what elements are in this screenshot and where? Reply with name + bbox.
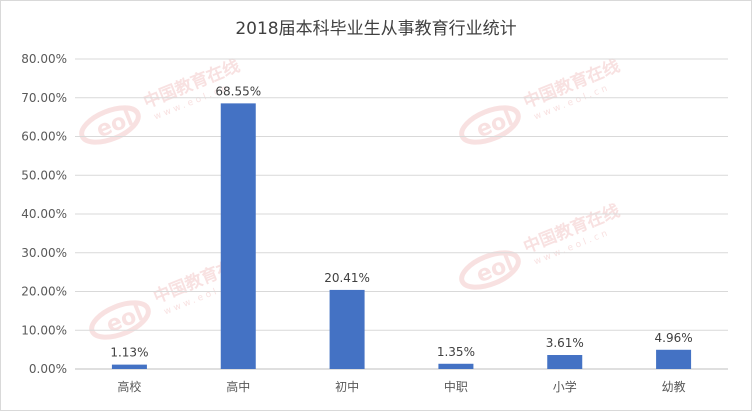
y-tick-label: 70.00% (21, 91, 67, 105)
x-category-label: 高校 (117, 379, 141, 394)
y-tick-label: 40.00% (21, 207, 67, 221)
y-tick-label: 30.00% (21, 246, 67, 260)
watermark-logo-ring (459, 250, 521, 290)
watermark-logo-ring (89, 300, 151, 340)
x-category-label: 初中 (335, 379, 359, 394)
data-label: 4.96% (655, 331, 693, 345)
y-tick-label: 80.00% (21, 52, 67, 66)
watermark-logo: eol (103, 301, 147, 338)
data-labels: 1.13% 68.55% 20.41% 1.35% 3.61% 4.96% (110, 84, 692, 359)
y-tick-label: 0.00% (29, 362, 67, 376)
x-category-label: 高中 (226, 379, 250, 394)
watermark-logo: eol (473, 106, 517, 143)
y-tick-label: 10.00% (21, 323, 67, 337)
data-label: 1.13% (110, 346, 148, 360)
data-label: 1.35% (437, 345, 475, 359)
watermark-logo: eol (93, 106, 137, 143)
bar (656, 349, 692, 369)
x-category-label: 中职 (444, 379, 468, 394)
chart-title: 2018届本科毕业生从事教育行业统计 (235, 19, 517, 39)
bar (438, 363, 474, 369)
y-axis-ticks: 0.00% 10.00% 20.00% 30.00% 40.00% 50.00% 60.00… (21, 52, 67, 376)
gridlines (75, 58, 728, 370)
x-category-label: 小学 (553, 379, 577, 394)
data-label: 3.61% (546, 336, 584, 350)
bars (111, 103, 692, 370)
data-label: 68.55% (215, 84, 261, 98)
y-tick-label: 60.00% (21, 130, 67, 144)
x-category-label: 幼教 (662, 379, 686, 394)
bar (329, 289, 365, 369)
watermark-logo: eol (473, 251, 517, 288)
x-axis-categories: 高校 高中 初中 中职 小学 幼教 (117, 379, 685, 394)
bar (111, 364, 147, 369)
data-label: 20.41% (324, 271, 370, 285)
bar (220, 103, 256, 370)
bar (547, 355, 583, 369)
y-tick-label: 20.00% (21, 285, 67, 299)
y-tick-label: 50.00% (21, 168, 67, 182)
